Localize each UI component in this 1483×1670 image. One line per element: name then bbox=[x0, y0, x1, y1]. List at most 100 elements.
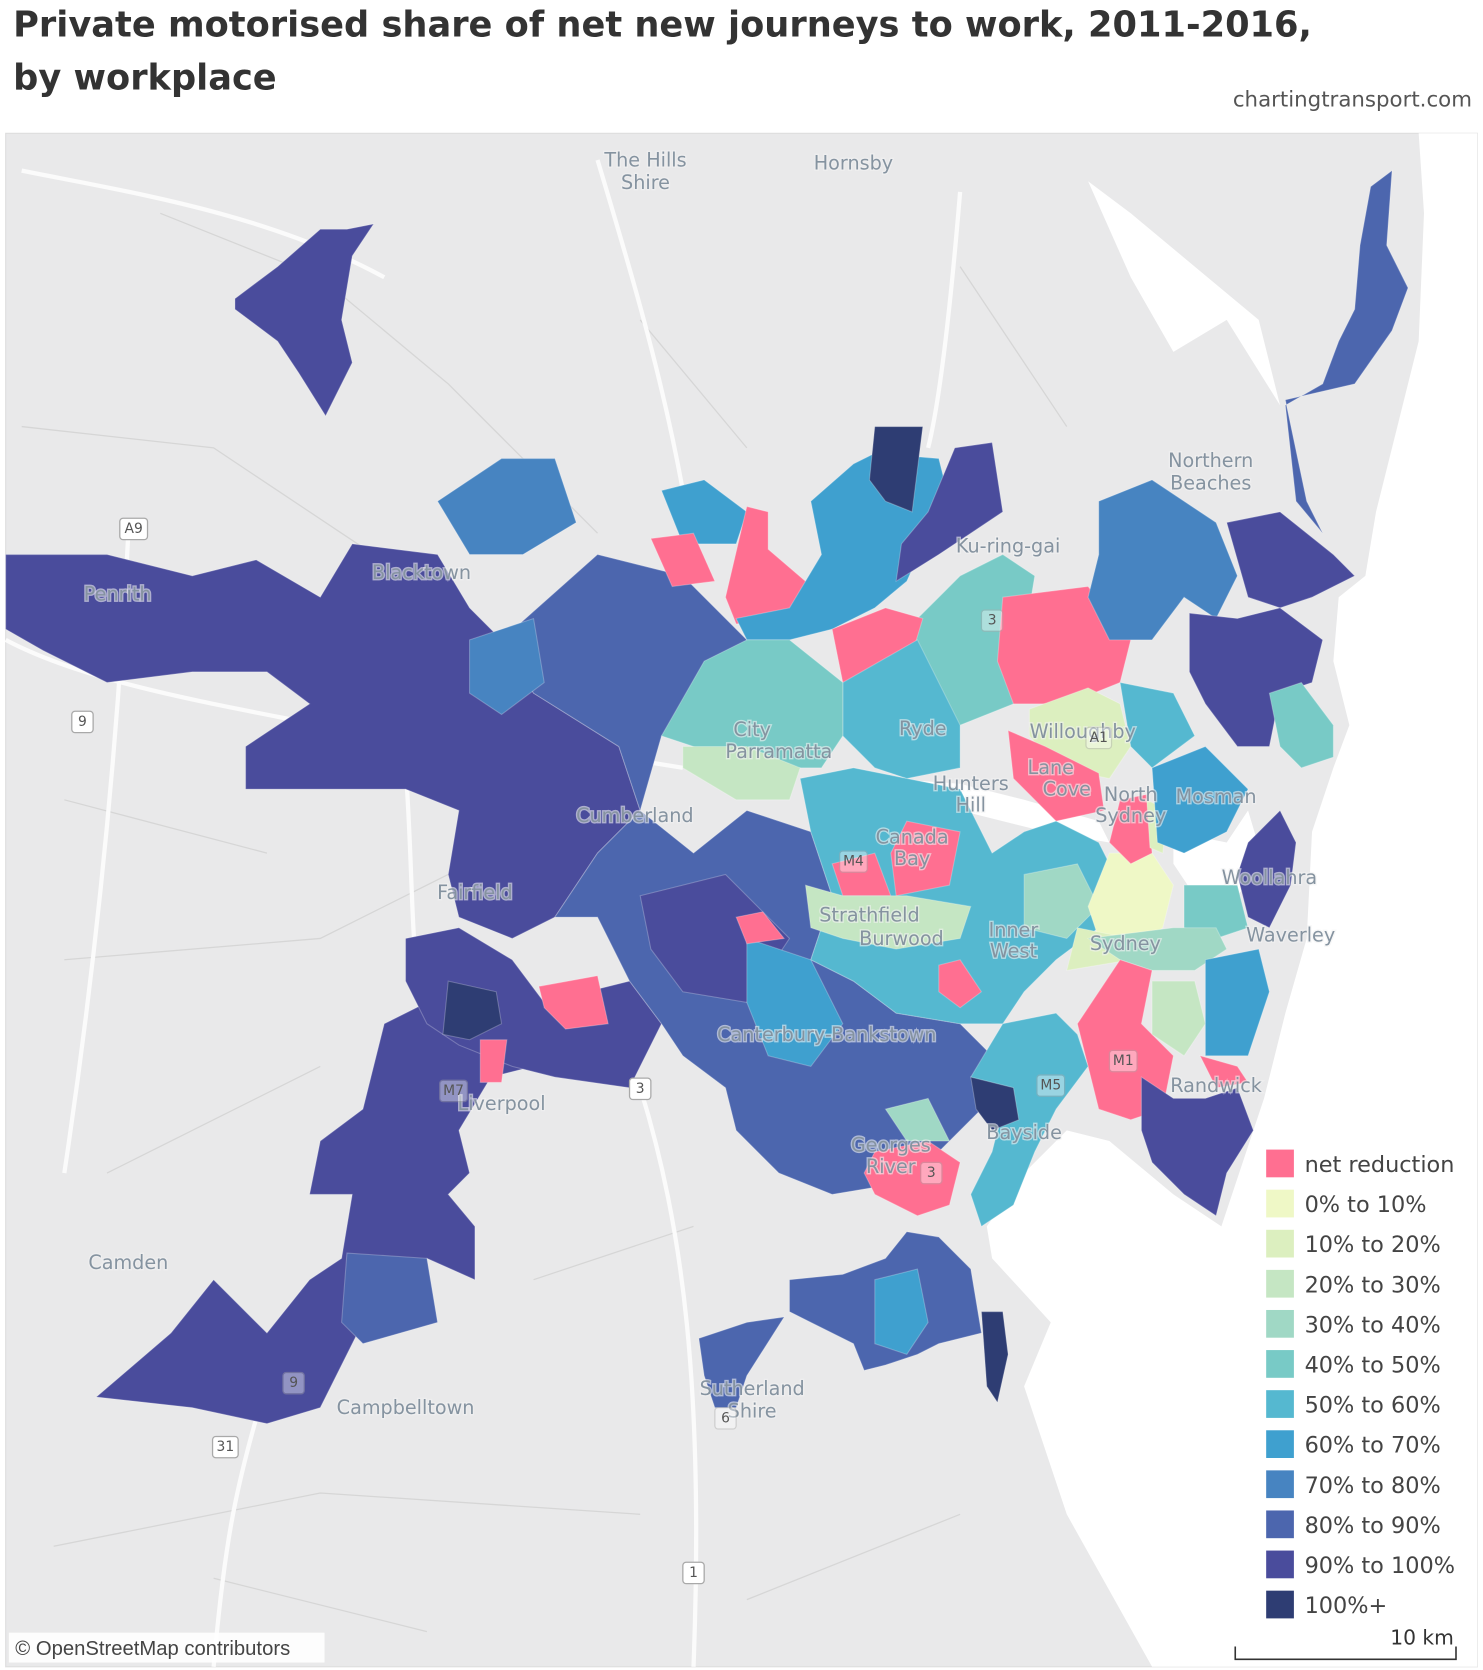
region bbox=[1140, 1076, 1254, 1217]
region bbox=[1268, 681, 1334, 769]
road-shield: A1 bbox=[1085, 726, 1113, 750]
legend-swatch bbox=[1266, 1550, 1294, 1579]
region bbox=[479, 1039, 508, 1083]
region bbox=[660, 479, 748, 545]
legend-background bbox=[1256, 1138, 1470, 1630]
legend-swatch bbox=[1266, 1269, 1294, 1298]
region bbox=[405, 927, 663, 1089]
place-label: Campbelltown bbox=[337, 1396, 475, 1419]
region bbox=[863, 1140, 961, 1217]
road-shield: M5 bbox=[1036, 1074, 1066, 1097]
map: The Hills Shire Hornsby Northern Beaches K… bbox=[4, 132, 1478, 1668]
road-shield: 3 bbox=[980, 609, 1004, 632]
road-label: M4 bbox=[843, 854, 864, 870]
place-label: North Sydney bbox=[1095, 783, 1166, 827]
legend-swatch bbox=[1266, 1510, 1294, 1539]
region bbox=[682, 745, 801, 801]
legend-label: 60% to 70% bbox=[1305, 1433, 1441, 1459]
place-line: Bay bbox=[894, 847, 930, 870]
legend-label: 10% to 20% bbox=[1305, 1232, 1441, 1258]
region bbox=[1007, 729, 1105, 822]
legend-swatch bbox=[1266, 1390, 1294, 1418]
place-label: Penrith bbox=[84, 582, 152, 605]
place-label: Woollahra bbox=[1222, 866, 1318, 889]
region bbox=[1023, 863, 1100, 940]
place-line: Parramatta bbox=[725, 740, 832, 763]
legend: net reduction 0% to 10% 10% to 20% 20% to 3… bbox=[1256, 1138, 1470, 1630]
road-label: 9 bbox=[289, 1375, 298, 1391]
road-label: M7 bbox=[443, 1083, 464, 1099]
place-label: Sutherland Shire bbox=[700, 1377, 805, 1422]
region bbox=[1076, 959, 1174, 1121]
legend-swatch bbox=[1266, 1350, 1294, 1378]
legend-swatch bbox=[1266, 1590, 1294, 1619]
legend-swatch bbox=[1266, 1309, 1294, 1338]
road-label: M1 bbox=[1113, 1053, 1134, 1069]
legend-label: 80% to 90% bbox=[1305, 1513, 1441, 1539]
road-shield: 9 bbox=[282, 1371, 305, 1395]
attribution-box bbox=[8, 1632, 325, 1663]
water bbox=[885, 181, 1281, 896]
road-shield: 3 bbox=[920, 1161, 943, 1185]
place-line: Shire bbox=[728, 1399, 777, 1422]
place-label: Strathfield bbox=[819, 903, 919, 926]
road-label: A1 bbox=[1090, 730, 1108, 746]
region bbox=[980, 1311, 1009, 1404]
place-line: West bbox=[990, 940, 1038, 963]
boundary-lines bbox=[21, 212, 1068, 1633]
region bbox=[95, 991, 535, 1425]
place-label: Bayside bbox=[986, 1121, 1062, 1144]
region bbox=[970, 1076, 1020, 1132]
region bbox=[804, 884, 972, 950]
place-label: Blacktown bbox=[372, 561, 471, 584]
region bbox=[538, 975, 609, 1030]
place-label: Hunters Hill bbox=[933, 772, 1009, 816]
place-label: Randwick bbox=[1170, 1074, 1263, 1097]
road-label: 3 bbox=[988, 613, 997, 629]
place-label: Northern Beaches bbox=[1168, 449, 1253, 494]
place-label: Ryde bbox=[899, 717, 947, 740]
place-line: Sutherland bbox=[700, 1377, 805, 1400]
place-line: Northern bbox=[1168, 449, 1253, 472]
place-label: The Hills Shire bbox=[603, 148, 686, 193]
place-label: Hornsby bbox=[814, 152, 893, 175]
region bbox=[1204, 948, 1270, 1057]
place-label: Mosman bbox=[1176, 785, 1257, 808]
place-label: Liverpool bbox=[458, 1092, 546, 1115]
region bbox=[1183, 884, 1249, 940]
legend-label: 100%+ bbox=[1305, 1593, 1388, 1619]
road-shield: M7 bbox=[439, 1079, 469, 1103]
legend-swatch bbox=[1266, 1229, 1294, 1258]
place-label: Inner West bbox=[989, 918, 1039, 962]
source: chartingtransport.com bbox=[1233, 88, 1472, 113]
road-shield: M4 bbox=[838, 850, 868, 873]
place-label: Waverley bbox=[1246, 924, 1335, 947]
region bbox=[469, 617, 545, 716]
place-label: Sydney bbox=[1090, 932, 1161, 955]
region bbox=[938, 959, 983, 1009]
legend-label: 20% to 30% bbox=[1305, 1272, 1441, 1298]
place-label: City Parramatta bbox=[725, 718, 832, 763]
place-line: Beaches bbox=[1170, 471, 1251, 494]
place-label: Lane Cove bbox=[1028, 756, 1091, 800]
place-line: Cove bbox=[1043, 778, 1091, 801]
road-shield: 9 bbox=[71, 710, 94, 734]
attribution: © OpenStreetMap contributors bbox=[15, 1638, 290, 1660]
region bbox=[874, 1268, 929, 1355]
place-line: River bbox=[866, 1155, 916, 1178]
place-line: Georges bbox=[851, 1134, 931, 1157]
place-labels: The Hills Shire Hornsby Northern Beaches K… bbox=[82, 147, 1336, 1424]
region bbox=[1108, 793, 1153, 865]
place-line: Canada bbox=[876, 826, 949, 849]
place-line: Sydney bbox=[1095, 804, 1166, 827]
place-line: Hunters bbox=[933, 772, 1009, 795]
legend-label: 70% to 80% bbox=[1305, 1473, 1441, 1499]
region bbox=[650, 532, 716, 588]
legend-label: 90% to 100% bbox=[1305, 1553, 1455, 1579]
scale-label: 10 km bbox=[1390, 1625, 1454, 1649]
place-label: Willoughby bbox=[1030, 720, 1136, 743]
road-label: 6 bbox=[721, 1410, 730, 1426]
road-shields: A9 9 M7 3 A1 M4 3 M5 M1 3 9 31 6 1 bbox=[71, 517, 1138, 1585]
legend-swatch bbox=[1266, 1430, 1294, 1458]
